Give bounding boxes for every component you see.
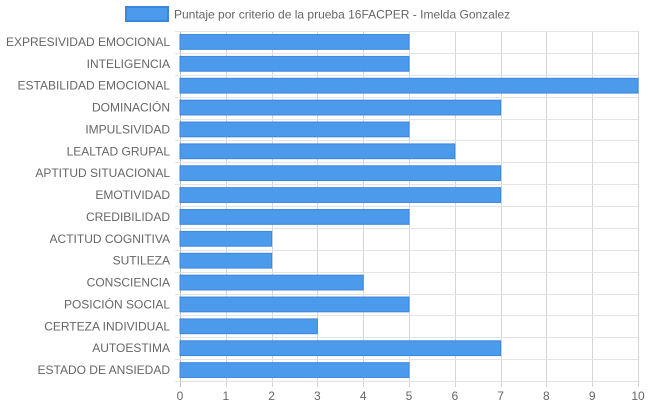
x-tick-label: 9 [589, 389, 596, 403]
x-axis-labels: 0 1 2 3 4 5 6 7 8 9 10 [177, 389, 645, 403]
y-tick-label: EXPRESIVIDAD EMOCIONAL [6, 35, 170, 49]
bar-dominación[interactable] [179, 99, 502, 116]
x-tick-label: 4 [360, 389, 367, 403]
bar-aptitud-situacional[interactable] [179, 165, 502, 182]
bar-estabilidad-emocional[interactable] [179, 77, 639, 94]
y-tick-label: ACTITUD COGNITIVA [50, 232, 170, 246]
x-tick-label: 5 [406, 389, 413, 403]
y-tick-label: CERTEZA INDIVIDUAL [44, 319, 170, 333]
x-tick-label: 1 [222, 389, 229, 403]
bar-actitud-cognitiva[interactable] [179, 230, 273, 247]
y-tick-label: CREDIBILIDAD [86, 210, 170, 224]
x-tick-label: 10 [631, 389, 645, 403]
legend[interactable]: Puntaje por criterio de la prueba 16FACP… [125, 6, 510, 22]
bar-impulsividad[interactable] [179, 121, 410, 138]
bar-emotividad[interactable] [179, 187, 502, 203]
y-tick-label: ESTABILIDAD EMOCIONAL [18, 79, 171, 93]
x-tick-label: 6 [451, 389, 458, 403]
bar-sutileza[interactable] [179, 252, 273, 269]
x-tick-label: 0 [177, 389, 184, 403]
y-tick-label: POSICIÓN SOCIAL [64, 296, 170, 311]
bar-consciencia[interactable] [179, 274, 364, 291]
legend-swatch [125, 6, 169, 22]
y-axis-labels: EXPRESIVIDAD EMOCIONAL INTELIGENCIA ESTABI… [6, 35, 170, 377]
bar-inteligencia[interactable] [179, 55, 410, 72]
x-tick-label: 2 [268, 389, 275, 403]
y-tick-label: LEALTAD GRUPAL [67, 144, 171, 158]
y-tick-label: INTELIGENCIA [87, 57, 170, 71]
y-tick-label: AUTOESTIMA [92, 341, 170, 355]
bar-expresividad-emocional[interactable] [179, 34, 410, 50]
bar-certeza-individual[interactable] [179, 318, 318, 335]
bar-posición-social[interactable] [179, 296, 410, 313]
legend-label: Puntaje por criterio de la prueba 16FACP… [174, 8, 510, 22]
x-tick-label: 3 [314, 389, 321, 403]
y-tick-label: ESTADO DE ANSIEDAD [38, 363, 171, 377]
y-tick-label: DOMINACIÓN [92, 100, 170, 115]
bar-estado-de-ansiedad[interactable] [179, 362, 410, 378]
y-tick-label: IMPULSIVIDAD [85, 122, 170, 136]
bar-credibilidad[interactable] [179, 209, 410, 225]
y-tick-label: APTITUD SITUACIONAL [35, 166, 170, 180]
y-tick-label: EMOTIVIDAD [95, 188, 170, 202]
x-tick-label: 8 [543, 389, 550, 403]
y-tick-label: CONSCIENCIA [87, 276, 170, 290]
x-tick-label: 7 [497, 389, 504, 403]
bar-autoestima[interactable] [179, 340, 502, 357]
bars [179, 34, 639, 378]
y-tick-label: SUTILEZA [113, 254, 170, 268]
bar-lealtad-grupal[interactable] [179, 143, 456, 160]
